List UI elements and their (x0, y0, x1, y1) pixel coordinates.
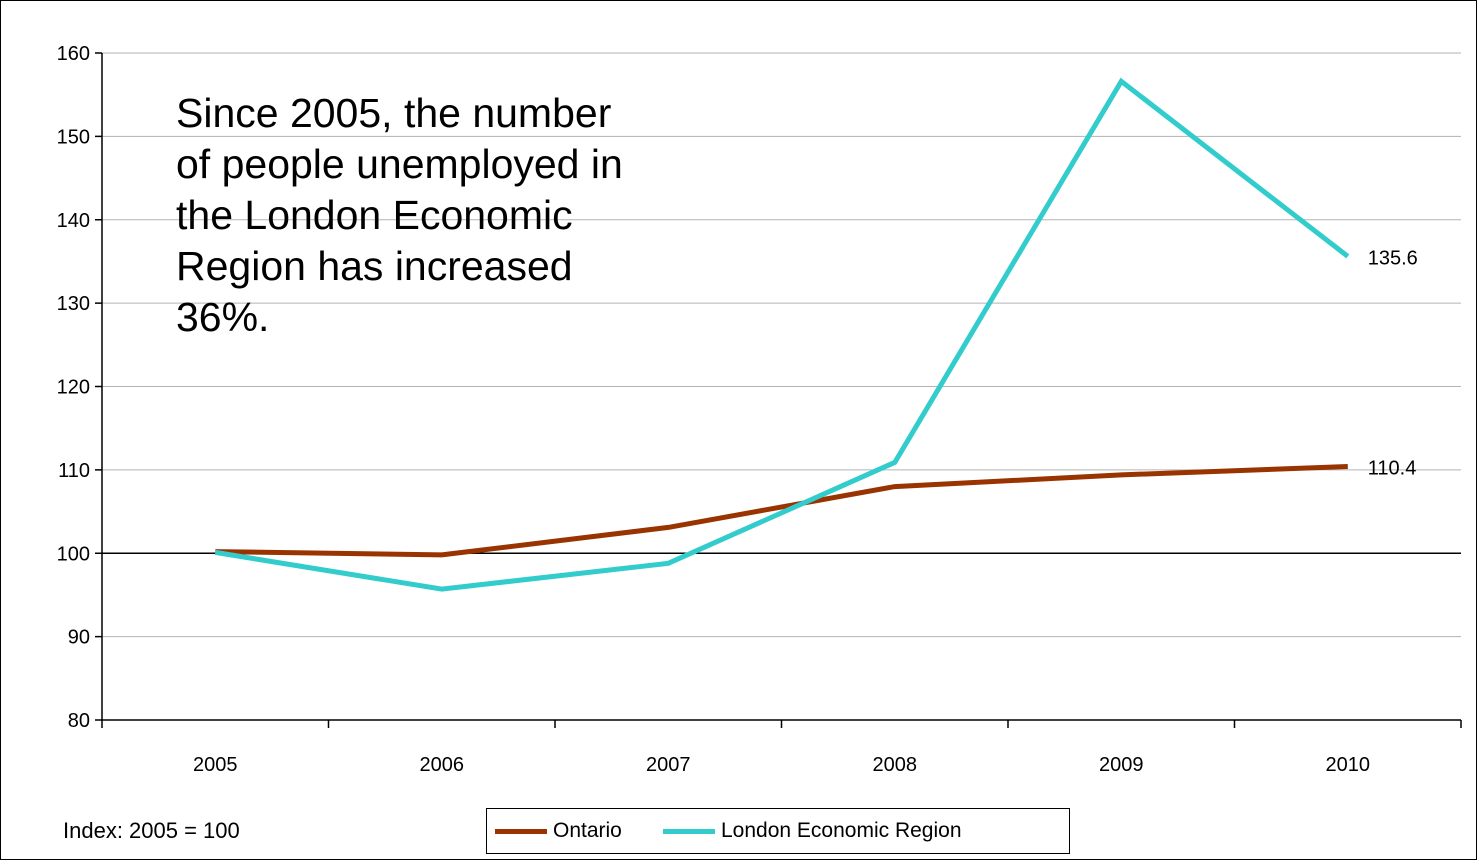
chart-legend: Ontario London Economic Region (486, 808, 1070, 854)
y-tick-label-160: 160 (57, 43, 90, 65)
y-tick-label-100: 100 (57, 543, 90, 565)
y-tick-label-130: 130 (57, 293, 90, 315)
data-label-series-0: 110.4 (1368, 458, 1417, 480)
x-tick-label-2010: 2010 (1326, 754, 1371, 776)
legend-swatch-ontario (495, 828, 547, 834)
x-tick-label-2007: 2007 (646, 754, 691, 776)
y-tick-label-140: 140 (57, 210, 90, 232)
index-footnote: Index: 2005 = 100 (63, 818, 240, 843)
x-tick-label-2005: 2005 (193, 754, 238, 776)
legend-label-london: London Economic Region (721, 819, 962, 842)
chart-annotation: Since 2005, the number of people unemplo… (176, 90, 623, 340)
legend-item-london: London Economic Region (663, 819, 962, 843)
y-tick-label-80: 80 (68, 710, 90, 732)
x-tick-label-2006: 2006 (420, 754, 465, 776)
y-tick-label-120: 120 (57, 377, 90, 399)
legend-label-ontario: Ontario (553, 819, 622, 842)
data-label-series-1: 135.6 (1368, 247, 1418, 269)
series-line-1 (214, 77, 1350, 592)
x-tick-label-2008: 2008 (873, 754, 918, 776)
legend-swatch-london (663, 828, 715, 834)
y-tick-label-90: 90 (68, 627, 90, 649)
series-line-0 (215, 464, 1348, 558)
y-tick-label-110: 110 (58, 460, 90, 482)
y-tick-label-150: 150 (57, 126, 90, 148)
x-tick-label-2009: 2009 (1099, 754, 1144, 776)
legend-item-ontario: Ontario (495, 819, 622, 843)
